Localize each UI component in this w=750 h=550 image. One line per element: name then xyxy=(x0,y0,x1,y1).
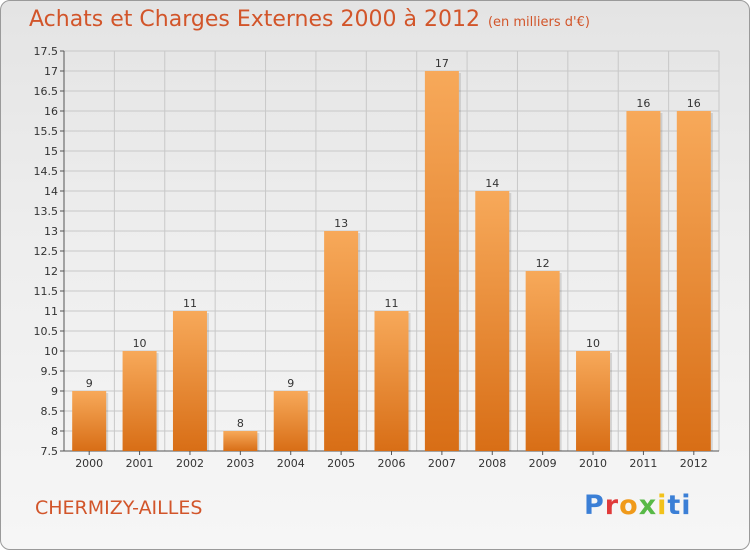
bar xyxy=(576,351,611,451)
y-tick-label: 15 xyxy=(44,145,58,158)
x-tick-label: 2007 xyxy=(428,457,456,470)
data-label: 17 xyxy=(435,57,449,70)
y-tick-label: 11.5 xyxy=(34,285,59,298)
y-tick-label: 14 xyxy=(44,185,58,198)
bar xyxy=(374,311,409,451)
x-tick-label: 2010 xyxy=(579,457,607,470)
commune-name: CHERMIZY-AILLES xyxy=(35,497,203,519)
data-label: 9 xyxy=(86,377,93,390)
y-tick-label: 9.5 xyxy=(41,365,59,378)
y-tick-label: 10 xyxy=(44,345,58,358)
x-tick-label: 2001 xyxy=(126,457,154,470)
x-tick-label: 2009 xyxy=(529,457,557,470)
bar xyxy=(676,111,711,451)
x-tick-label: 2008 xyxy=(478,457,506,470)
x-tick-label: 2002 xyxy=(176,457,204,470)
y-tick-label: 12 xyxy=(44,265,58,278)
chart-unit: (en milliers d'€) xyxy=(487,15,590,30)
bar xyxy=(475,191,510,451)
bar xyxy=(626,111,661,451)
y-tick-label: 13.5 xyxy=(34,205,59,218)
bars xyxy=(72,71,713,451)
x-tick-label: 2011 xyxy=(629,457,657,470)
data-label: 13 xyxy=(334,217,348,230)
y-tick-label: 8.5 xyxy=(41,405,59,418)
y-tick-label: 16.5 xyxy=(34,85,59,98)
x-tick-label: 2006 xyxy=(378,457,406,470)
x-tick-label: 2004 xyxy=(277,457,305,470)
bar xyxy=(324,231,359,451)
chart-title-text: Achats et Charges Externes 2000 à 2012 xyxy=(29,7,480,32)
labels: 7.5 8 8.5 9 9.5 10 10.5 11 11.5 12 12.5 13 13.5 14 14.… xyxy=(34,45,708,470)
data-label: 11 xyxy=(385,297,399,310)
y-tick-label: 12.5 xyxy=(34,245,59,258)
y-tick-label: 11 xyxy=(44,305,58,318)
y-tick-label: 8 xyxy=(51,425,58,438)
bar xyxy=(424,71,459,451)
data-label: 12 xyxy=(536,257,550,270)
bar xyxy=(172,311,207,451)
proxiti-logo: Proxiti xyxy=(584,490,692,521)
y-tick-label: 17.5 xyxy=(34,45,59,58)
bar xyxy=(72,391,107,451)
y-tick-label: 14.5 xyxy=(34,165,59,178)
x-tick-label: 2012 xyxy=(680,457,708,470)
data-label: 14 xyxy=(485,177,499,190)
data-label: 10 xyxy=(133,337,147,350)
x-tick-label: 2005 xyxy=(327,457,355,470)
bar xyxy=(223,431,258,451)
x-tick-label: 2000 xyxy=(75,457,103,470)
y-tick-label: 16 xyxy=(44,105,58,118)
data-label: 10 xyxy=(586,337,600,350)
y-tick-label: 10.5 xyxy=(34,325,59,338)
y-tick-label: 15.5 xyxy=(34,125,59,138)
y-tick-label: 9 xyxy=(51,385,58,398)
data-label: 11 xyxy=(183,297,197,310)
data-label: 8 xyxy=(237,417,244,430)
data-label: 16 xyxy=(636,97,650,110)
bar xyxy=(525,271,560,451)
data-label: 16 xyxy=(687,97,701,110)
x-tick-label: 2003 xyxy=(226,457,254,470)
chart-title: Achats et Charges Externes 2000 à 2012 (e… xyxy=(29,7,590,32)
y-tick-label: 17 xyxy=(44,65,58,78)
bar xyxy=(122,351,157,451)
bar xyxy=(273,391,308,451)
data-label: 9 xyxy=(287,377,294,390)
y-tick-label: 13 xyxy=(44,225,58,238)
y-tick-label: 7.5 xyxy=(41,445,59,458)
